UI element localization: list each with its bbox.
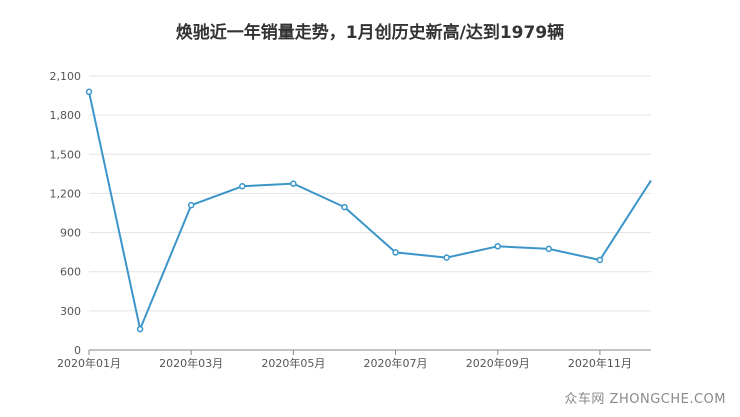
data-point [136, 325, 144, 333]
data-point [341, 203, 348, 211]
data-point [392, 249, 399, 256]
data-point [545, 245, 553, 253]
y-tick-label: 2,100 [50, 70, 82, 83]
y-tick-label: 600 [60, 266, 81, 279]
chart-title: 焕驰近一年销量走势，1月创历史新高/达到1979辆 [175, 23, 565, 43]
x-tick-label: 2020年05月 [261, 356, 325, 370]
data-point [290, 180, 297, 187]
x-tick-label: 2020年03月 [159, 356, 223, 370]
y-tick-label: 1,200 [50, 187, 82, 200]
series-line [88, 91, 652, 331]
data-point [494, 243, 501, 250]
data-point [596, 256, 604, 264]
y-tick-label: 1,500 [50, 148, 82, 161]
x-tick-label: 2020年07月 [364, 356, 428, 370]
data-point [239, 183, 246, 190]
y-tick-label: 900 [60, 227, 81, 240]
watermark: 众车网 ZHONGCHE.COM [564, 392, 726, 407]
x-tick-label: 2020年11月 [568, 356, 632, 370]
data-point [85, 88, 93, 96]
y-tick-label: 1,800 [50, 109, 82, 122]
x-tick-label: 2020年09月 [466, 356, 530, 370]
y-tick-label: 300 [60, 305, 81, 318]
y-tick-label: 0 [74, 344, 81, 357]
data-point [187, 201, 195, 209]
data-point [443, 254, 450, 261]
x-tick-label: 2020年01月 [57, 356, 121, 370]
